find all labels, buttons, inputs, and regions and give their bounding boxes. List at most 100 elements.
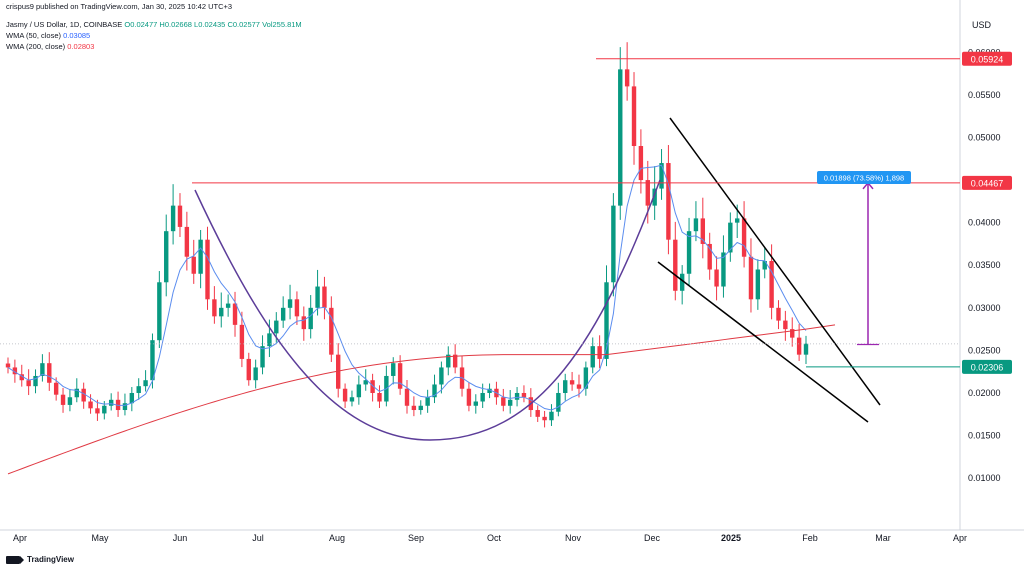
candle-body[interactable] xyxy=(280,307,286,321)
candle-body[interactable] xyxy=(556,392,561,412)
candle-body[interactable] xyxy=(40,363,45,376)
candle-body[interactable] xyxy=(693,218,699,232)
candle-body[interactable] xyxy=(666,163,671,240)
candle-body[interactable] xyxy=(287,299,293,308)
candle-body[interactable] xyxy=(301,316,307,330)
candle-body[interactable] xyxy=(597,346,602,359)
candle-body[interactable] xyxy=(418,405,423,411)
candle-body[interactable] xyxy=(349,397,355,402)
candle-body[interactable] xyxy=(102,405,107,414)
candle-body[interactable] xyxy=(611,205,616,283)
candle-body[interactable] xyxy=(377,392,382,402)
candle-body[interactable] xyxy=(549,411,554,421)
candle-body[interactable] xyxy=(246,358,251,381)
candle-body[interactable] xyxy=(12,367,18,375)
candle-body[interactable] xyxy=(225,303,231,308)
candle-body[interactable] xyxy=(88,401,93,409)
candle-body[interactable] xyxy=(673,239,678,291)
candle-body[interactable] xyxy=(336,354,341,389)
candle-body[interactable] xyxy=(342,388,348,402)
candle-body[interactable] xyxy=(707,243,712,270)
candle-body[interactable] xyxy=(439,367,444,385)
candle-body[interactable] xyxy=(576,384,582,389)
candle-body[interactable] xyxy=(150,340,155,381)
candle-body[interactable] xyxy=(473,401,478,406)
candle-body[interactable] xyxy=(363,380,368,385)
candle-body[interactable] xyxy=(762,260,767,270)
candle-body[interactable] xyxy=(205,239,210,300)
candle-body[interactable] xyxy=(19,374,24,381)
candle-body[interactable] xyxy=(108,399,114,406)
candle-body[interactable] xyxy=(480,392,485,402)
candle-body[interactable] xyxy=(67,397,73,405)
candle-body[interactable] xyxy=(74,388,79,398)
candle-body[interactable] xyxy=(157,282,162,341)
candle-body[interactable] xyxy=(569,380,575,385)
candle-body[interactable] xyxy=(81,388,86,402)
candle-body[interactable] xyxy=(714,269,719,287)
candle-body[interactable] xyxy=(624,69,630,87)
candle-body[interactable] xyxy=(755,269,761,300)
candle-body[interactable] xyxy=(686,231,692,274)
candle-body[interactable] xyxy=(783,320,788,330)
candle-body[interactable] xyxy=(391,363,396,376)
candle-body[interactable] xyxy=(411,405,417,411)
candle-body[interactable] xyxy=(95,408,100,414)
candle-body[interactable] xyxy=(521,392,527,398)
candle-body[interactable] xyxy=(776,307,781,321)
candle-body[interactable] xyxy=(645,180,650,206)
tradingview-footer[interactable]: TradingView xyxy=(6,555,74,564)
measure-label-box[interactable] xyxy=(817,171,911,184)
candle-body[interactable] xyxy=(53,382,59,395)
candle-body[interactable] xyxy=(507,399,513,406)
candle-body[interactable] xyxy=(60,394,66,405)
candle-body[interactable] xyxy=(212,299,217,317)
candle-body[interactable] xyxy=(308,307,313,330)
candle-body[interactable] xyxy=(748,256,754,300)
candle-body[interactable] xyxy=(790,329,795,338)
candle-body[interactable] xyxy=(466,388,472,406)
candle-body[interactable] xyxy=(274,320,279,334)
candle-body[interactable] xyxy=(143,380,148,387)
candle-body[interactable] xyxy=(239,324,245,359)
candle-body[interactable] xyxy=(542,416,547,421)
candle-body[interactable] xyxy=(232,303,238,325)
candle-body[interactable] xyxy=(452,354,458,368)
candle-body[interactable] xyxy=(329,307,334,355)
candle-body[interactable] xyxy=(5,363,11,368)
candle-body[interactable] xyxy=(501,397,506,406)
candle-body[interactable] xyxy=(198,239,203,274)
candle-body[interactable] xyxy=(397,363,403,389)
candle-body[interactable] xyxy=(583,367,589,389)
candle-body[interactable] xyxy=(728,222,733,253)
candle-body[interactable] xyxy=(652,188,657,206)
candle-body[interactable] xyxy=(322,286,327,308)
candle-body[interactable] xyxy=(604,282,609,359)
candle-body[interactable] xyxy=(47,363,52,383)
candle-body[interactable] xyxy=(26,380,31,387)
candle-body[interactable] xyxy=(659,163,664,189)
candle-body[interactable] xyxy=(170,205,176,232)
candle-body[interactable] xyxy=(590,346,595,368)
candle-body[interactable] xyxy=(432,384,437,398)
candle-body[interactable] xyxy=(136,386,141,393)
candle-body[interactable] xyxy=(356,384,362,398)
candle-body[interactable] xyxy=(487,388,492,393)
candle-body[interactable] xyxy=(679,273,685,291)
candle-body[interactable] xyxy=(638,146,644,181)
candle-body[interactable] xyxy=(535,410,540,417)
candle-body[interactable] xyxy=(769,260,774,308)
candle-body[interactable] xyxy=(803,343,809,355)
candle-body[interactable] xyxy=(631,86,637,147)
candle-body[interactable] xyxy=(191,256,196,274)
candle-body[interactable] xyxy=(129,392,135,404)
candle-body[interactable] xyxy=(315,286,320,308)
candle-body[interactable] xyxy=(33,375,38,387)
price-level-tag[interactable] xyxy=(962,359,1012,374)
candle-body[interactable] xyxy=(122,403,128,411)
candle-body[interactable] xyxy=(618,69,623,206)
candle-body[interactable] xyxy=(164,231,169,283)
candle-body[interactable] xyxy=(741,218,747,257)
candle-body[interactable] xyxy=(253,367,258,381)
